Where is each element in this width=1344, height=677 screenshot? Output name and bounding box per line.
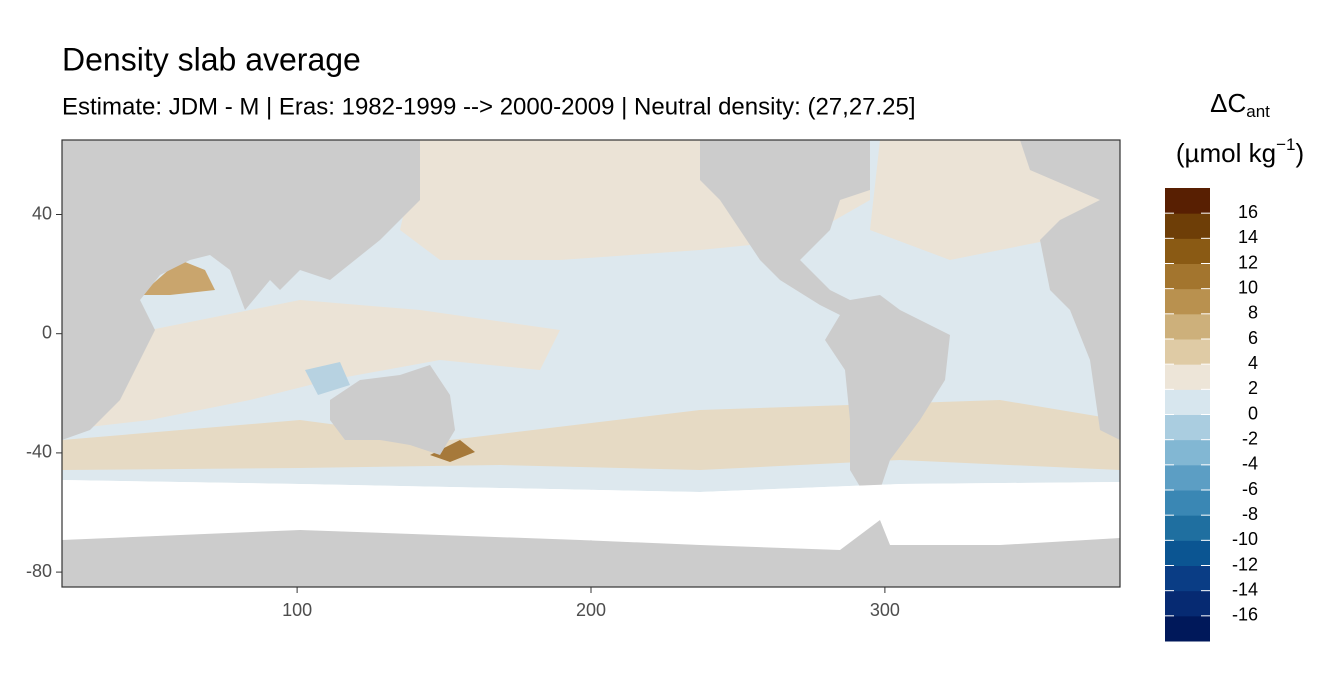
colorbar-bin <box>1165 515 1210 541</box>
legend-unit-main: (µmol kg <box>1176 138 1276 168</box>
colorbar-bin <box>1165 490 1210 516</box>
colorbar-bin <box>1165 213 1210 239</box>
legend-unit-close: ) <box>1295 138 1304 168</box>
land-australia <box>330 365 455 455</box>
colorbar-bin <box>1165 339 1210 365</box>
colorbar-tick-label: -16 <box>1232 605 1258 625</box>
colorbar-bin <box>1165 389 1210 415</box>
colorbar-bin <box>1165 464 1210 491</box>
chart-title: Density slab average <box>62 41 361 77</box>
colorbar-tick-label: 12 <box>1238 252 1258 272</box>
colorbar-bin <box>1165 288 1210 315</box>
colorbar-tick-label: -4 <box>1242 454 1258 474</box>
land-europe-africa <box>1020 140 1120 440</box>
ocean-positive-indian <box>62 300 560 430</box>
x-tick-label: 100 <box>282 600 312 620</box>
x-tick-label: 300 <box>870 600 900 620</box>
colorbar-bin <box>1165 540 1210 566</box>
colorbar-tick-label: 14 <box>1238 227 1258 247</box>
colorbar-tick-label: -14 <box>1232 579 1258 599</box>
x-tick-label: 200 <box>576 600 606 620</box>
colorbar-tick-label: 4 <box>1248 353 1258 373</box>
ocean-positive-tasman <box>430 440 475 462</box>
colorbar-tick-label: 16 <box>1238 202 1258 222</box>
colorbar-tick-label: 8 <box>1248 303 1258 323</box>
colorbar-bin <box>1165 439 1210 466</box>
colorbar-bin <box>1165 364 1210 390</box>
colorbar-tick-label: -12 <box>1232 554 1258 574</box>
colorbar-tick-label: 2 <box>1248 378 1258 398</box>
legend-unit-superscript: −1 <box>1276 135 1295 154</box>
colorbar-tick-label: -2 <box>1242 428 1258 448</box>
colorbar-tick-label: -10 <box>1232 529 1258 549</box>
land-eurasia-africa <box>62 140 420 440</box>
colorbar-bin <box>1165 188 1210 214</box>
y-tick-label: 0 <box>42 322 52 342</box>
colorbar-tick-label: 6 <box>1248 328 1258 348</box>
y-tick-label: -40 <box>26 442 52 462</box>
legend-title: ΔCant <box>1210 88 1270 122</box>
colorbar-tick-label: 10 <box>1238 277 1258 297</box>
colorbar-tick-label: -8 <box>1242 504 1258 524</box>
y-tick-label: 40 <box>32 203 52 223</box>
map-panel <box>61 139 1121 588</box>
legend-unit: (µmol kg−1) <box>1176 135 1304 167</box>
colorbar-bin <box>1165 263 1210 290</box>
land-antarctica <box>62 520 1120 587</box>
colorbar-bin <box>1165 615 1210 642</box>
colorbar-bin <box>1165 590 1210 617</box>
colorbar-bin <box>1165 238 1210 264</box>
colorbar-bin <box>1165 565 1210 592</box>
ocean-negative-indonesia <box>305 362 350 395</box>
colorbar-bin <box>1165 313 1210 340</box>
legend-title-main: ΔC <box>1210 88 1246 118</box>
colorbar-tick-label: 0 <box>1248 403 1258 423</box>
ocean-positive-arabian <box>140 260 215 295</box>
southern-ocean-no-data <box>62 480 1120 540</box>
colorbar-bin <box>1165 414 1210 441</box>
legend: 16 14 12 10 8 6 4 2 0 -2 -4 -6 -8 -10 -12 -14 -16 <box>1165 188 1258 642</box>
legend-title-subscript: ant <box>1246 102 1270 121</box>
colorbar-tick-label: -6 <box>1242 479 1258 499</box>
land-americas <box>700 140 950 495</box>
y-tick-label: -80 <box>26 561 52 581</box>
chart-subtitle: Estimate: JDM - M | Eras: 1982-1999 --> … <box>62 93 916 120</box>
